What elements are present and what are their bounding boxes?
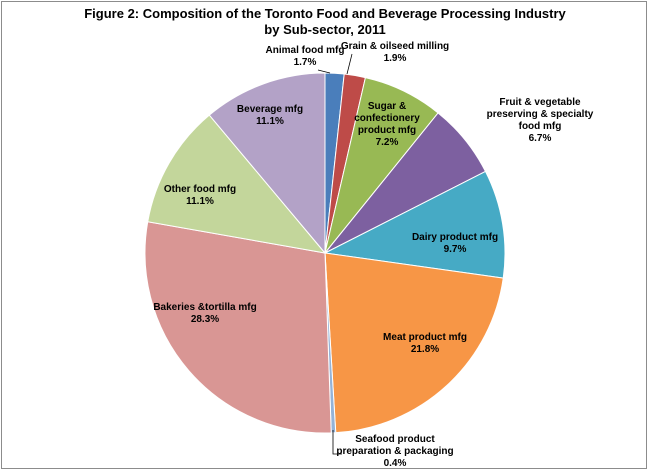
leader-line-1 xyxy=(317,69,331,74)
data-label-3: Sugar & confectionery product mfg 7.2% xyxy=(354,101,420,148)
data-label-5: Dairy product mfg 9.7% xyxy=(412,232,498,255)
data-label-8: Bakeries &tortilla mfg 28.3% xyxy=(153,302,256,325)
data-label-9: Other food mfg 11.1% xyxy=(164,184,236,207)
chart-title: Figure 2: Composition of the Toronto Foo… xyxy=(0,6,650,38)
chart-title-line-1: Figure 2: Composition of the Toronto Foo… xyxy=(84,6,566,21)
leader-line-7 xyxy=(332,430,342,455)
pie-slice-10 xyxy=(208,72,326,255)
chart-title-line-2: by Sub-sector, 2011 xyxy=(264,22,386,37)
data-label-6: Meat product mfg 21.8% xyxy=(383,332,467,355)
pie-slice-6 xyxy=(324,252,504,434)
data-label-2: Grain & oilseed milling 1.9% xyxy=(341,41,449,64)
data-label-4: Fruit & vegetable preserving & specialty f… xyxy=(487,97,594,144)
pie-slice-8 xyxy=(144,221,332,434)
pie-slice-9 xyxy=(147,114,327,254)
data-label-1: Animal food mfg 1.7% xyxy=(266,45,345,68)
pie-slice-5 xyxy=(323,170,506,279)
leader-line-2 xyxy=(346,53,353,75)
data-label-7: Seafood product preparation & packaging 0.… xyxy=(336,434,453,469)
data-label-10: Beverage mfg 11.1% xyxy=(237,104,303,127)
